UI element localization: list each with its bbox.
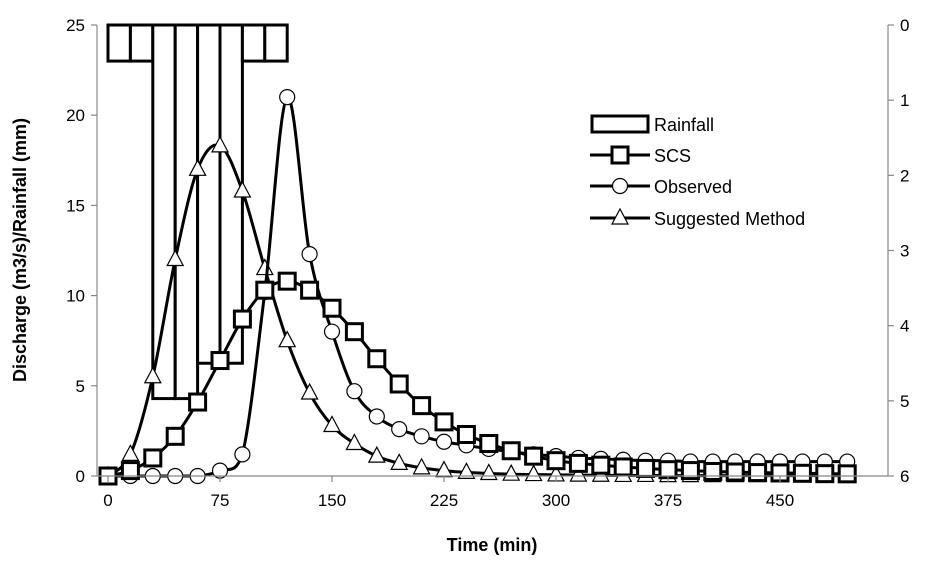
- point-suggested-method-7: [255, 258, 274, 276]
- point-scs-7: [255, 280, 275, 300]
- point-suggested-method-16: [457, 462, 476, 479]
- point-scs-8: [277, 271, 297, 291]
- y2-tick-label: 5: [900, 392, 909, 411]
- legend-marker-observed: [611, 177, 629, 195]
- point-scs-14: [412, 396, 432, 416]
- y2-tick-label: 6: [900, 467, 909, 486]
- y-tick-label: 20: [66, 106, 85, 125]
- rainfall-bar-6: [240, 23, 267, 63]
- point-suggested-method-4: [188, 159, 207, 176]
- x-tick-label: 75: [211, 491, 230, 510]
- point-scs-33: [837, 464, 857, 484]
- point-scs-1: [120, 461, 140, 481]
- point-scs-9: [300, 280, 320, 300]
- point-scs-12: [367, 349, 387, 369]
- point-suggested-method-13: [390, 453, 409, 470]
- y2-tick-label: 4: [900, 317, 909, 336]
- legend-label-scs: SCS: [654, 146, 691, 166]
- point-scs-24: [636, 458, 656, 478]
- point-suggested-method-11: [345, 433, 364, 451]
- y2-tick-label: 2: [900, 166, 909, 185]
- y-tick-label: 10: [66, 287, 85, 306]
- x-axis-title: Time (min): [447, 535, 538, 555]
- point-observed-11: [346, 383, 363, 400]
- point-scs-25: [658, 460, 678, 480]
- point-scs-11: [344, 322, 364, 342]
- point-scs-17: [479, 434, 499, 454]
- series-line-scs: [107, 279, 848, 478]
- point-scs-19: [524, 446, 544, 466]
- point-observed-8: [279, 89, 296, 106]
- y-tick-label: 15: [66, 196, 85, 215]
- legend-label-suggested-method: Suggested Method: [654, 209, 805, 229]
- point-scs-28: [725, 462, 745, 482]
- point-suggested-method-2: [143, 366, 162, 384]
- point-observed-15: [435, 433, 453, 450]
- point-scs-18: [501, 441, 521, 461]
- point-scs-4: [188, 392, 208, 412]
- x-tick-label: 375: [654, 491, 682, 510]
- point-observed-14: [413, 428, 430, 445]
- axes: 0 5 10 15 20 25 0 1 2 3 4 5 6 0 75 150 225 300 375 450: [66, 16, 909, 510]
- y-tick-label: 0: [76, 467, 85, 486]
- y-tick-label: 5: [76, 377, 85, 396]
- point-suggested-method-5: [211, 135, 229, 153]
- point-scs-6: [232, 309, 252, 329]
- legend-marker-suggested-method: [611, 207, 629, 225]
- point-suggested-method-19: [524, 464, 543, 482]
- point-suggested-method-21: [569, 464, 588, 482]
- point-scs-5: [210, 351, 230, 371]
- point-scs-32: [815, 464, 835, 484]
- point-suggested-method-9: [300, 382, 319, 400]
- point-observed-6: [234, 446, 251, 463]
- rainfall-bar-4: [196, 23, 222, 365]
- point-scs-27: [703, 461, 723, 481]
- point-observed-9: [301, 246, 318, 263]
- x-tick-label: 225: [430, 491, 458, 510]
- x-tick-label: 150: [318, 491, 346, 510]
- legend-label-rainfall: Rainfall: [654, 115, 714, 135]
- point-observed-10: [323, 323, 341, 340]
- point-suggested-method-14: [412, 457, 431, 475]
- point-observed-13: [391, 420, 408, 438]
- y2-tick-label: 0: [900, 16, 909, 35]
- rainfall-bar-1: [128, 23, 155, 63]
- point-scs-23: [613, 457, 633, 477]
- point-scs-15: [434, 412, 454, 432]
- rainfall-bar-0: [106, 23, 132, 63]
- legend-label-observed: Observed: [654, 177, 732, 197]
- plot-area: [98, 23, 857, 486]
- point-scs-22: [591, 455, 611, 475]
- x-tick-label: 450: [766, 491, 794, 510]
- point-suggested-method-1: [121, 444, 140, 461]
- point-suggested-method-6: [233, 180, 252, 198]
- y-axis-title: Discharge (m3/s)/Rainfall (mm): [10, 118, 30, 382]
- point-scs-10: [322, 298, 342, 318]
- x-tick-label: 0: [103, 491, 112, 510]
- point-scs-13: [389, 374, 409, 394]
- legend-swatch-rainfall: [590, 114, 650, 134]
- legend-marker-scs: [610, 145, 630, 165]
- point-scs-31: [792, 463, 812, 483]
- point-scs-20: [546, 451, 566, 471]
- point-observed-12: [368, 408, 385, 425]
- point-scs-21: [568, 453, 588, 473]
- y-tick-label: 25: [66, 16, 85, 35]
- point-suggested-method-8: [278, 330, 297, 348]
- rainfall-bar-2: [151, 23, 177, 401]
- point-suggested-method-10: [323, 415, 341, 433]
- point-scs-29: [748, 463, 768, 483]
- y2-tick-label: 3: [900, 242, 909, 261]
- legend: Rainfall SCS Observed Suggested Method: [590, 114, 805, 229]
- rainfall-bar-7: [263, 23, 289, 63]
- point-suggested-method-12: [367, 445, 386, 463]
- y2-tick-label: 1: [900, 91, 909, 110]
- point-scs-3: [165, 426, 185, 446]
- point-scs-2: [143, 448, 163, 468]
- point-scs-26: [680, 461, 700, 481]
- point-scs-16: [456, 425, 476, 445]
- x-tick-label: 300: [542, 491, 570, 510]
- point-suggested-method-3: [166, 249, 185, 267]
